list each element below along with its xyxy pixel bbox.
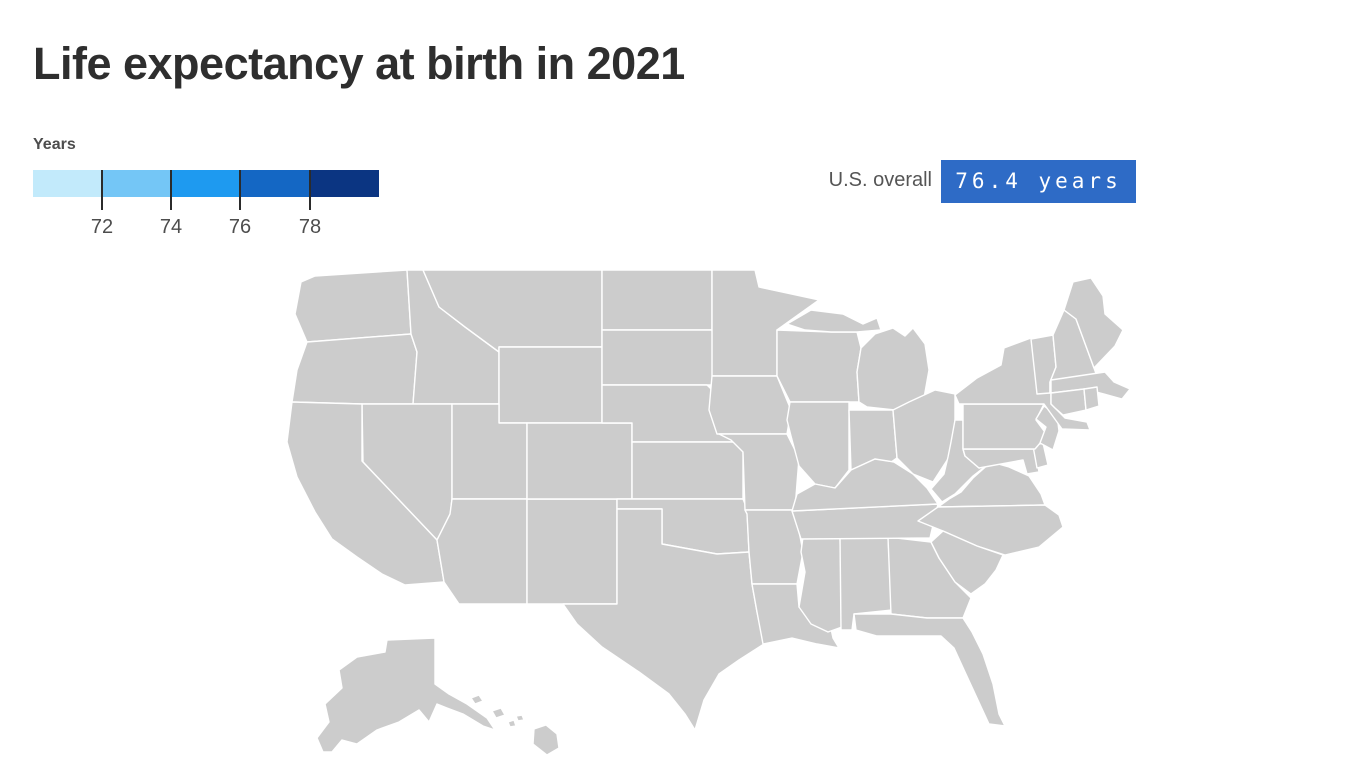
legend-swatch-74-76	[171, 170, 241, 197]
legend-tick-label-74: 74	[159, 216, 183, 238]
state-hi[interactable]	[515, 714, 525, 722]
legend-tick-label-72: 72	[90, 216, 114, 238]
state-ak[interactable]	[316, 637, 496, 753]
legend-tick-mark	[170, 170, 172, 210]
state-ca[interactable]	[287, 401, 445, 586]
state-me[interactable]	[1063, 277, 1124, 369]
state-az[interactable]	[436, 498, 528, 605]
legend-swatch-under-72	[33, 170, 103, 197]
state-tx[interactable]	[562, 508, 765, 731]
state-pa[interactable]	[962, 403, 1048, 450]
us-overall-label: U.S. overall	[828, 169, 932, 191]
legend-tick-label-78: 78	[298, 216, 322, 238]
state-wi[interactable]	[776, 329, 862, 403]
state-hi[interactable]	[507, 719, 517, 728]
legend-title: Years	[33, 136, 76, 153]
state-ks[interactable]	[631, 441, 744, 500]
state-hi[interactable]	[470, 694, 484, 705]
legend-tick-label-76: 76	[228, 216, 252, 238]
us-choropleth-map	[287, 269, 1131, 756]
state-sc[interactable]	[930, 530, 1004, 595]
legend-swatch-78-plus	[309, 170, 380, 197]
state-or[interactable]	[291, 333, 418, 405]
state-ky[interactable]	[791, 458, 939, 512]
state-co[interactable]	[526, 422, 633, 500]
state-wy[interactable]	[498, 346, 603, 424]
state-hi[interactable]	[532, 724, 560, 756]
legend-tick-mark	[309, 170, 311, 210]
state-ri[interactable]	[1083, 386, 1100, 411]
state-ar[interactable]	[744, 509, 804, 585]
state-sd[interactable]	[601, 329, 718, 386]
state-ia[interactable]	[708, 375, 792, 435]
state-la[interactable]	[751, 583, 840, 649]
state-nm[interactable]	[526, 498, 618, 605]
state-mi-upper[interactable]	[786, 309, 882, 333]
legend-swatch-76-78	[240, 170, 310, 197]
state-hi[interactable]	[491, 707, 506, 719]
state-nd[interactable]	[601, 269, 713, 331]
us-overall-value-badge: 76.4 years	[941, 160, 1136, 203]
legend-tick-mark	[239, 170, 241, 210]
legend-swatch-72-74	[102, 170, 172, 197]
state-fl[interactable]	[853, 613, 1006, 727]
state-wa[interactable]	[294, 269, 412, 343]
legend-color-bar	[33, 170, 380, 197]
state-nc[interactable]	[917, 504, 1064, 556]
legend-tick-mark	[101, 170, 103, 210]
page-title: Life expectancy at birth in 2021	[33, 38, 685, 89]
